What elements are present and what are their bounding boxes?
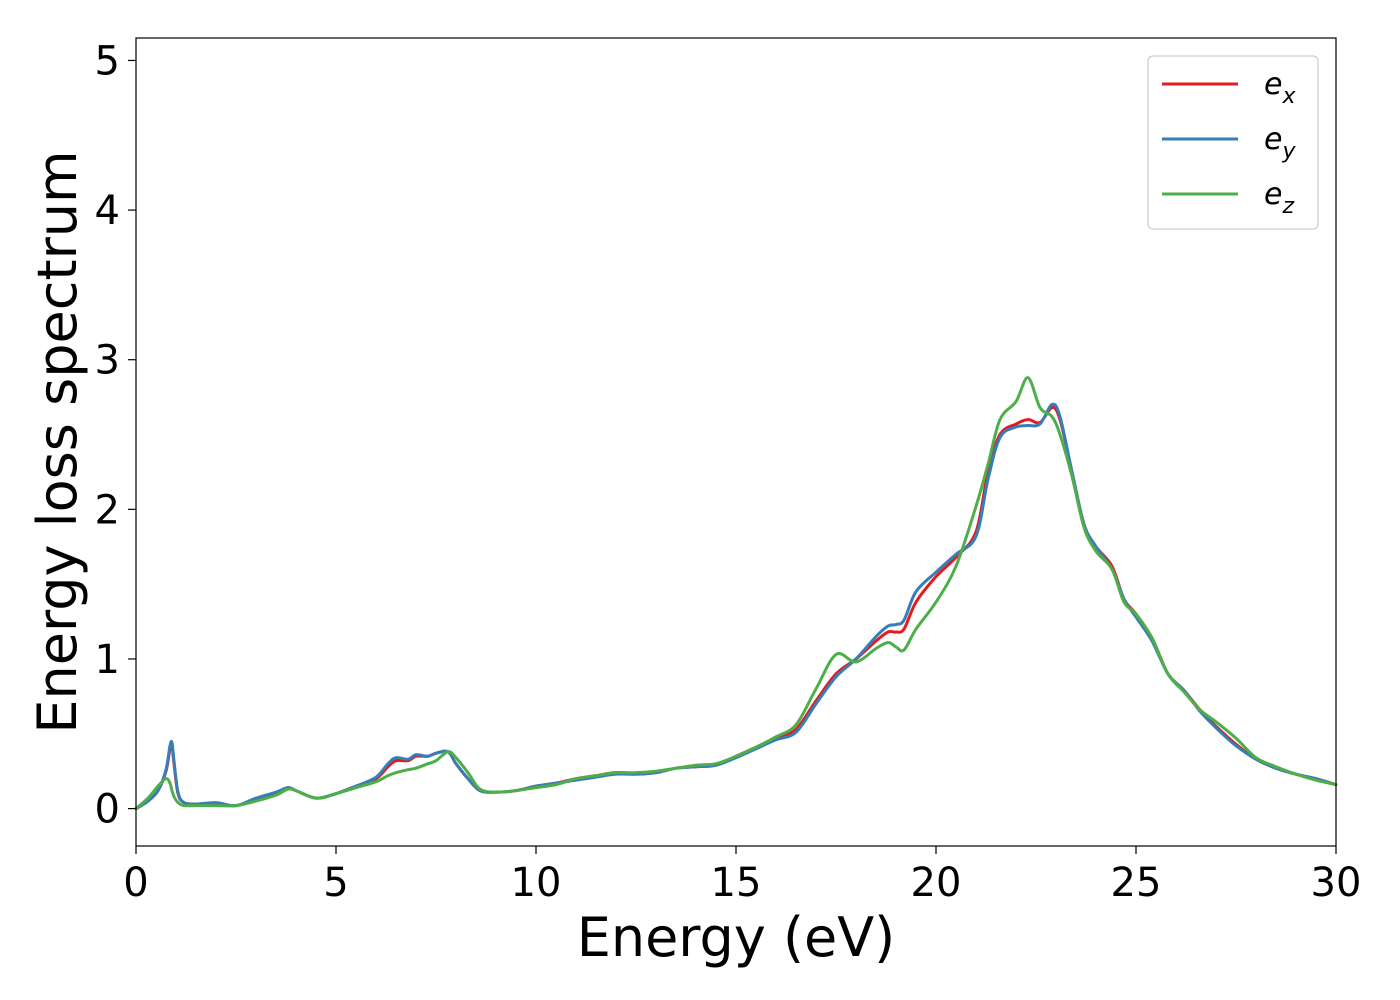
x-tick-label: 25 (1111, 860, 1162, 906)
y-tick-label: 2 (95, 487, 120, 533)
x-axis-title: Energy (eV) (577, 906, 896, 969)
x-tick-label: 0 (123, 860, 148, 906)
x-tick-label: 15 (711, 860, 762, 906)
x-tick-label: 10 (511, 860, 562, 906)
y-tick-label: 3 (95, 338, 120, 384)
y-axis-title: Energy loss spectrum (26, 150, 89, 733)
x-tick-label: 30 (1311, 860, 1362, 906)
y-tick-label: 1 (95, 637, 120, 683)
plot-background (136, 38, 1336, 846)
x-tick-label: 5 (323, 860, 348, 906)
x-tick-label: 20 (911, 860, 962, 906)
series-line-z (134, 376, 1338, 811)
y-tick-label: 0 (95, 787, 120, 833)
series-layer (134, 376, 1338, 811)
x-axis: 0 5 10 15 20 25 30 (123, 846, 1361, 906)
y-tick-label: 5 (95, 38, 120, 84)
y-axis: 0 1 2 3 4 5 (95, 38, 136, 833)
y-tick-label: 4 (95, 188, 120, 234)
legend-box (1147, 55, 1319, 230)
